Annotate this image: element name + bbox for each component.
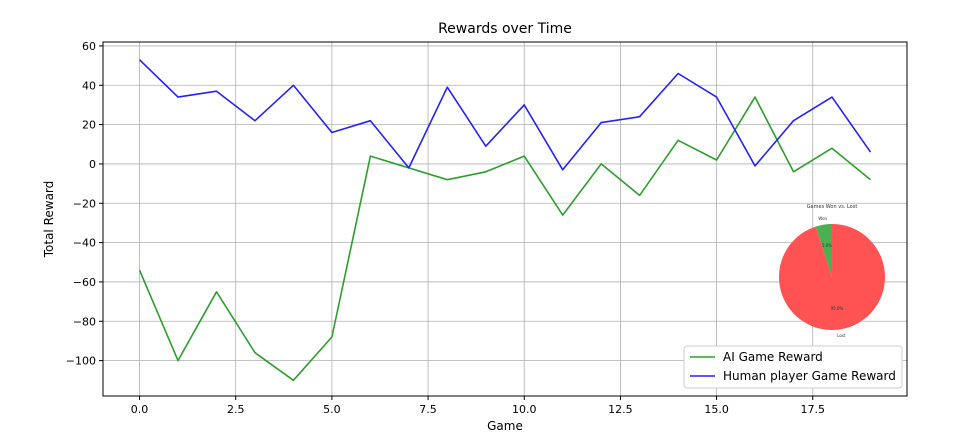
x-tick-label: 5.0 [323,403,341,416]
x-tick-label: 2.5 [227,403,245,416]
pie-percent-label: 95.0% [831,306,844,311]
x-tick-label: 15.0 [704,403,729,416]
x-tick-label: 12.5 [608,403,633,416]
y-tick-label: −60 [73,276,96,289]
series-line-human [138,59,872,171]
y-tick-label: 40 [82,79,96,92]
series-lines [138,59,872,382]
y-tick-label: 60 [82,40,96,53]
pie-percent-label: 5.0% [822,243,832,248]
y-axis-title: Total Reward [42,181,56,259]
y-tick-label: −80 [73,315,96,328]
pie-slice-won [815,223,832,277]
pie-slice-lost [778,224,885,330]
pie-title: Games Won vs. Lost [807,204,858,210]
legend-box [683,345,903,389]
x-axis-title: Game [487,419,523,433]
y-tick-label: 20 [82,119,96,132]
pie-category-label: Lost [837,333,846,338]
y-axis-ticks: −100 −80 −60 −40 −20 0 20 40 60 [66,40,103,368]
x-tick-label: 17.5 [801,403,826,416]
chart-title: Rewards over Time [438,21,572,37]
legend: AI Game Reward Human player Game Reward [683,345,903,389]
x-tick-label: 10.0 [512,403,537,416]
inset-pie-chart: Games Won vs. Lost Won 5.0% Lost 95.0% [778,204,885,338]
x-tick-label: 0.0 [131,403,149,416]
plot-frame [102,41,908,397]
legend-label: Human player Game Reward [723,369,896,383]
x-tick-label: 7.5 [419,403,437,416]
x-axis-ticks: 0.0 2.5 5.0 7.5 10.0 12.5 15.0 17.5 [131,396,825,416]
pie-category-label: Won [818,216,827,221]
y-tick-label: −20 [73,197,96,210]
y-tick-label: −100 [66,355,96,368]
legend-label: AI Game Reward [723,350,823,364]
y-tick-label: 0 [89,158,96,171]
y-tick-label: −40 [73,237,96,250]
series-line-ai [138,96,872,382]
